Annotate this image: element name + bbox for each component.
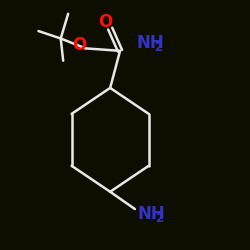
Text: 2: 2 [155,212,163,225]
Text: O: O [72,36,86,54]
Text: 2: 2 [154,40,162,54]
Text: O: O [98,14,112,32]
Text: NH: NH [137,205,165,223]
Text: NH: NH [136,34,164,52]
